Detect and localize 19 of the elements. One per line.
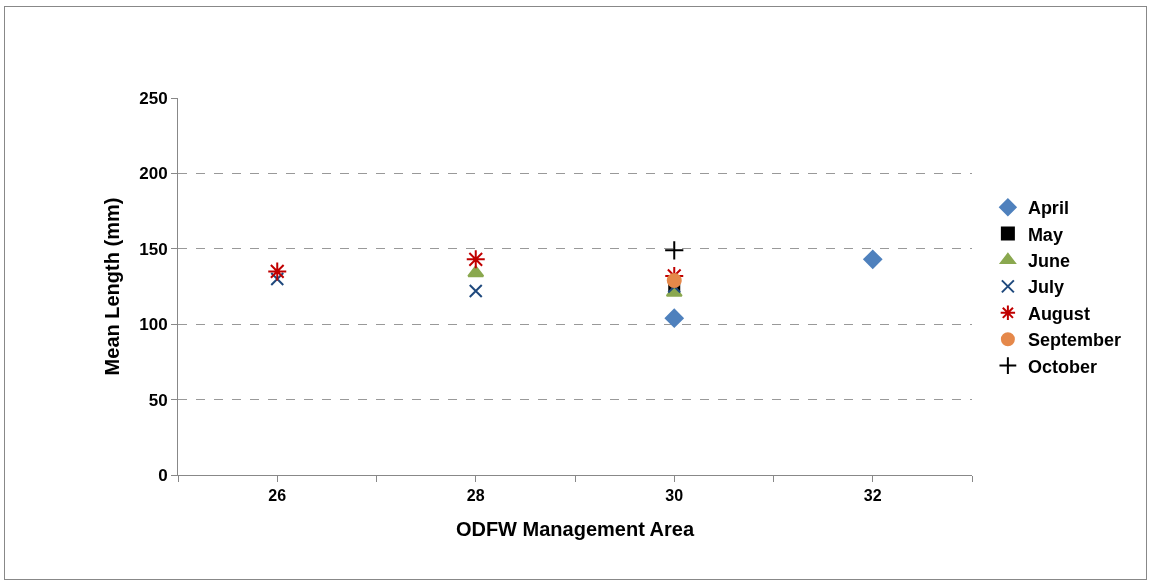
y-tick-label: 150 <box>139 239 168 259</box>
legend-label: August <box>1027 303 1090 324</box>
x-axis-title: ODFW Management Area <box>455 517 695 540</box>
y-tick-label: 100 <box>139 315 168 335</box>
x-tick-label: 28 <box>466 487 485 505</box>
y-tick-label: 0 <box>158 465 168 485</box>
legend-label: September <box>1027 330 1121 351</box>
legend-label: May <box>1027 224 1063 245</box>
y-tick-label: 200 <box>139 164 168 184</box>
x-tick-label: 32 <box>863 487 882 505</box>
x-tick-label: 26 <box>268 487 287 505</box>
y-tick-label: 50 <box>148 390 168 410</box>
legend-label: July <box>1027 277 1064 298</box>
legend-label: October <box>1027 356 1097 377</box>
legend-label: June <box>1027 251 1070 272</box>
x-tick-label: 30 <box>665 487 684 505</box>
y-axis-title: Mean Length (mm) <box>100 197 123 376</box>
legend-label: April <box>1027 198 1069 219</box>
y-tick-label: 250 <box>139 88 168 108</box>
